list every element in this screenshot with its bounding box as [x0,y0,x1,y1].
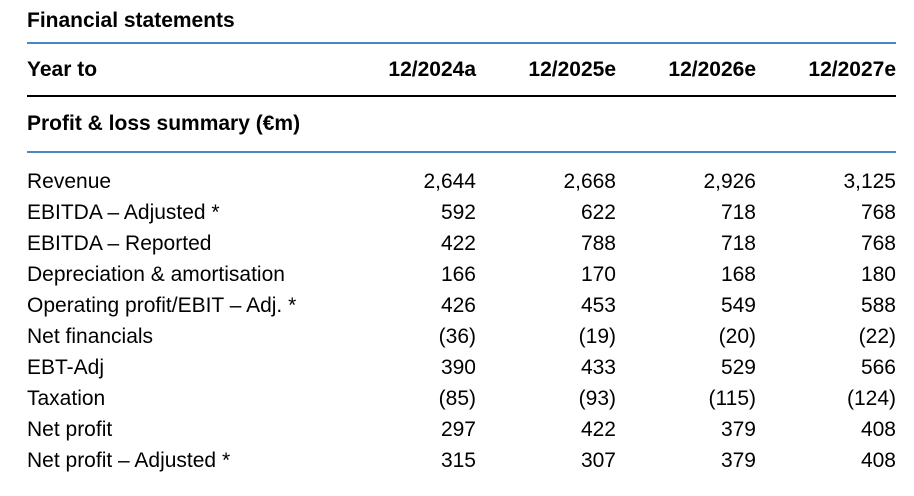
table-header-row: Year to 12/2024a 12/2025e 12/2026e 12/20… [27,44,896,95]
row-value: 2,926 [703,170,756,193]
row-value: 2,668 [563,170,616,193]
row-label: EBT-Adj [27,356,105,379]
row-value: 390 [440,356,476,379]
row-value: 588 [860,294,896,317]
row-label: Net profit [27,418,113,441]
row-label: Revenue [27,170,112,193]
row-label: Operating profit/EBIT – Adj. * [27,294,297,317]
row-value: 297 [440,418,476,441]
row-value: 379 [720,418,756,441]
table-row: Net profit – Adjusted * 315 307 379 408 [27,445,896,476]
table-row: Net financials (36) (19) (20) (22) [27,321,896,352]
row-value: 592 [440,201,476,224]
row-value: (20) [718,325,756,348]
row-value: (19) [578,325,616,348]
column-header-2026e: 12/2026e [668,57,756,81]
page-title: Financial statements [27,9,235,32]
column-header-2027e: 12/2027e [808,57,896,81]
row-value: 566 [860,356,896,379]
row-value: (93) [578,387,616,410]
row-label: Taxation [27,387,106,410]
row-value: 622 [580,201,616,224]
row-value: 422 [580,418,616,441]
table-row: EBT-Adj 390 433 529 566 [27,352,896,383]
row-value: 2,644 [423,170,476,193]
section-header-row: Profit & loss summary (€m) [27,97,896,151]
table-row: Operating profit/EBIT – Adj. * 426 453 5… [27,290,896,321]
row-value: 168 [720,263,756,286]
row-label: Net profit – Adjusted * [27,449,231,472]
row-value: 453 [580,294,616,317]
row-value: (36) [438,325,476,348]
table-row: Depreciation & amortisation 166 170 168 … [27,259,896,290]
row-value: 788 [580,232,616,255]
row-value: 307 [580,449,616,472]
row-value: 3,125 [843,170,896,193]
row-value: 529 [720,356,756,379]
row-value: 422 [440,232,476,255]
row-label: EBITDA – Reported [27,232,212,255]
row-value: 408 [860,449,896,472]
row-value: 315 [440,449,476,472]
table-row: EBITDA – Adjusted * 592 622 718 768 [27,197,896,228]
row-value: 433 [580,356,616,379]
row-value: 718 [720,232,756,255]
row-value: 549 [720,294,756,317]
row-value: 166 [440,263,476,286]
table-row: EBITDA – Reported 422 788 718 768 [27,228,896,259]
row-value: 170 [580,263,616,286]
divider-black-header [27,95,896,97]
table-row: Revenue 2,644 2,668 2,926 3,125 [27,166,896,197]
row-value: (124) [846,387,896,410]
row-label: Depreciation & amortisation [27,263,285,286]
row-value: 408 [860,418,896,441]
column-header-2025e: 12/2025e [528,57,616,81]
row-value: (22) [858,325,896,348]
divider-blue-section [27,151,896,153]
row-value: 426 [440,294,476,317]
table-body: Revenue 2,644 2,668 2,926 3,125 EBITDA –… [27,153,896,476]
year-to-header: Year to [27,57,98,81]
row-value: 768 [860,201,896,224]
financial-statements-document: Financial statements Year to 12/2024a 12… [27,9,896,476]
section-header: Profit & loss summary (€m) [27,112,301,135]
row-label: EBITDA – Adjusted * [27,201,220,224]
divider-blue-top [27,42,896,44]
row-value: 718 [720,201,756,224]
row-value: (115) [708,387,756,410]
row-value: (85) [438,387,476,410]
row-value: 180 [860,263,896,286]
table-row: Taxation (85) (93) (115) (124) [27,383,896,414]
table-row: Net profit 297 422 379 408 [27,414,896,445]
row-label: Net financials [27,325,154,348]
row-value: 379 [720,449,756,472]
column-header-2024a: 12/2024a [388,57,476,81]
row-value: 768 [860,232,896,255]
